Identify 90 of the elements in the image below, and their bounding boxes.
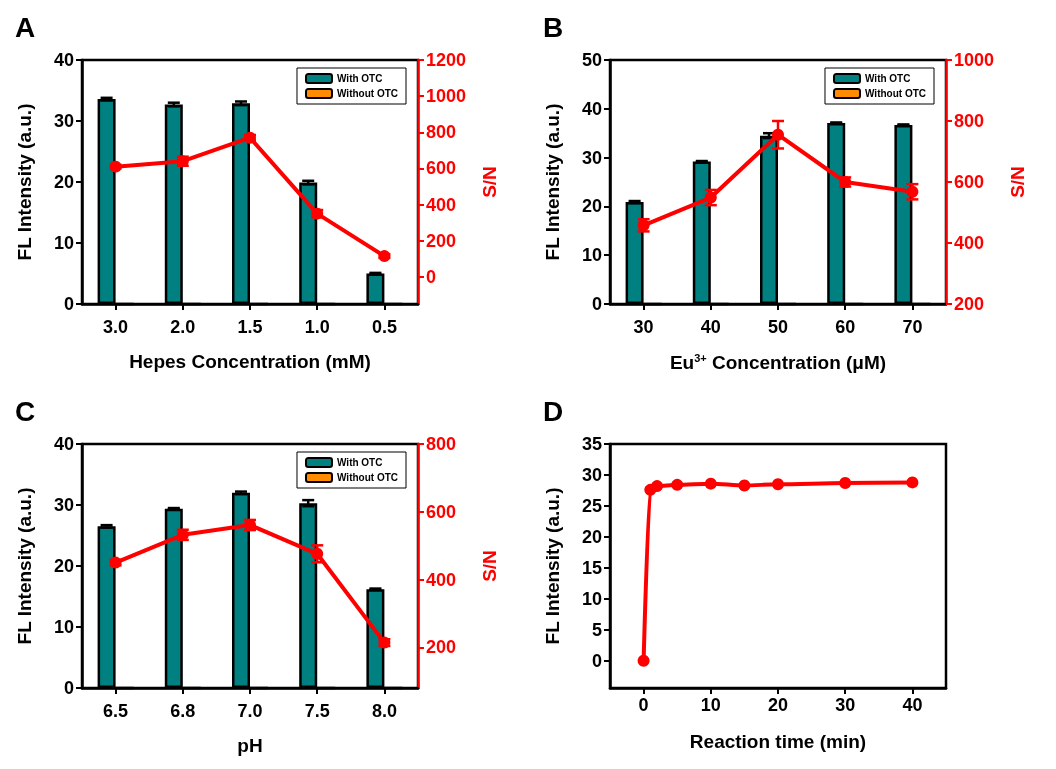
legend-label: With OTC [337,457,383,468]
x-tick-label: 0 [638,695,649,715]
x-tick-label: 30 [835,695,856,715]
y2-tick-label: 400 [954,233,985,253]
point [772,478,784,491]
y-tick-label: 10 [53,233,74,253]
chart-title: A [15,11,36,43]
y-tick-label: 0 [591,650,602,671]
x-tick-label: 2.0 [170,317,196,337]
x-tick-label: 7.0 [237,701,263,721]
x-tick-label: 40 [902,695,923,715]
y-tick-label: 40 [581,98,602,119]
point [651,480,664,493]
y2-tick-label: 200 [426,230,457,251]
y-tick-label: 0 [63,678,74,698]
x-tick-label: 50 [767,317,789,337]
y2-tick-label: 800 [954,111,985,131]
y-tick-label: 20 [581,196,602,217]
x-tick-label: 8.0 [371,701,397,721]
x-tick-label: 1.0 [304,317,330,337]
x-tick-label: 0.5 [371,317,397,337]
y-tick-label: 25 [581,495,602,516]
chart-title: D [543,395,564,427]
y-tick-label: 20 [53,172,74,192]
legend-label: Without OTC [337,88,399,99]
point [738,479,751,492]
x-tick-label: 30 [633,317,654,337]
x-tick-label: 40 [700,317,721,337]
y2-tick-label: 800 [426,122,457,143]
point [906,476,919,489]
legend-label: With OTC [865,73,911,84]
y2-axis-title: S/N [479,550,500,582]
y-tick-label: 20 [581,526,602,547]
y-tick-label: 40 [53,50,74,70]
point [637,654,650,667]
x-tick-label: 60 [835,317,856,337]
point [839,477,852,490]
y2-tick-label: 1000 [426,86,467,107]
y-axis-title: FL Intensity (a.u.) [542,103,563,261]
point [671,478,684,491]
y-tick-label: 15 [581,557,602,578]
y-tick-label: 20 [53,556,74,576]
y-tick-label: 30 [581,147,602,168]
chart-title: C [15,395,36,427]
y-tick-label: 10 [53,617,74,637]
y2-tick-label: 200 [954,294,985,314]
legend-label: Without OTC [865,88,927,99]
y2-tick-label: 1200 [426,50,467,70]
y-tick-label: 0 [63,294,74,314]
y2-tick-label: 600 [426,158,457,179]
y2-tick-label: 400 [426,569,457,590]
x-tick-label: 20 [767,695,789,715]
y-tick-label: 10 [581,588,602,609]
y-tick-label: 5 [591,619,602,640]
y-tick-label: 50 [581,50,602,70]
point [704,477,717,490]
y2-axis-title: S/N [479,166,500,198]
y2-tick-label: 200 [426,637,457,658]
y2-tick-label: 600 [954,172,985,192]
x-axis-title: Hepes Concentration (mM) [129,351,371,372]
x-tick-label: 7.5 [304,701,330,721]
y2-tick-label: 1000 [954,50,995,70]
x-axis-title: Reaction time (min) [689,731,867,752]
y-axis-title: FL Intensity (a.u.) [14,487,35,645]
x-axis-title: pH [237,735,263,756]
x-tick-label: 6.5 [103,701,129,721]
y-axis-title: FL Intensity (a.u.) [542,487,563,645]
point [772,128,784,141]
y2-tick-label: 400 [426,194,457,215]
y2-tick-label: 800 [426,434,457,454]
y-tick-label: 35 [581,434,602,454]
y2-axis-title: S/N [1007,166,1028,198]
y-tick-label: 40 [53,434,74,454]
y-tick-label: 30 [53,111,74,131]
x-tick-label: 6.8 [170,701,196,721]
y-tick-label: 10 [581,245,602,266]
y2-tick-label: 0 [426,266,437,287]
y-tick-label: 30 [53,495,74,515]
point [311,547,324,560]
legend-label: With OTC [337,73,383,84]
x-tick-label: 70 [902,317,923,337]
y-axis-title: FL Intensity (a.u.) [14,103,35,261]
x-tick-label: 1.5 [237,317,263,337]
y-tick-label: 0 [591,294,602,314]
x-tick-label: 3.0 [103,317,129,337]
legend-label: Without OTC [337,472,399,483]
x-tick-label: 10 [700,695,721,715]
y-tick-label: 30 [581,464,602,485]
chart-title: B [543,11,564,43]
y2-tick-label: 600 [426,501,457,522]
